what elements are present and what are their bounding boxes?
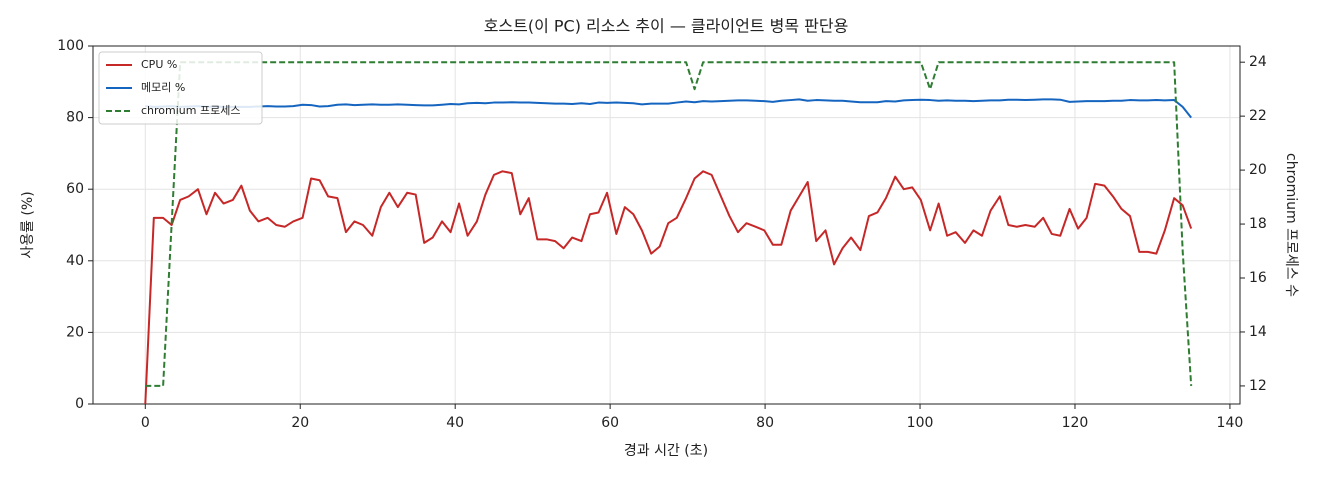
chart-title: 호스트(이 PC) 리소스 추이 — 클라이언트 병목 판단용 bbox=[484, 17, 849, 36]
x-tick-label: 140 bbox=[1217, 415, 1244, 431]
y2-axis-label: chromium 프로세스 수 bbox=[1283, 153, 1299, 297]
plot-frame bbox=[92, 45, 1241, 405]
legend-box bbox=[98, 51, 263, 125]
series-line bbox=[145, 61, 1193, 387]
x-tick-label: 80 bbox=[756, 415, 774, 431]
x-axis-label: 경과 시간 (초) bbox=[624, 443, 708, 459]
y2-tick-label: 12 bbox=[1249, 378, 1267, 394]
y-tick-label: 60 bbox=[66, 181, 84, 197]
y-tick-label: 0 bbox=[75, 396, 84, 412]
y2-tick-label: 14 bbox=[1249, 324, 1267, 340]
x-tick-label: 60 bbox=[601, 415, 619, 431]
x-tick-label: 120 bbox=[1062, 415, 1089, 431]
x-tick-label: 40 bbox=[446, 415, 464, 431]
x-tick-label: 0 bbox=[141, 415, 150, 431]
series-line bbox=[144, 170, 1193, 405]
y-tick-label: 20 bbox=[66, 324, 84, 340]
y2-tick-label: 16 bbox=[1249, 270, 1267, 286]
legend-label: CPU % bbox=[141, 58, 177, 71]
legend-label: chromium 프로세스 bbox=[141, 104, 240, 117]
y2-tick-label: 18 bbox=[1249, 216, 1267, 232]
x-tick-label: 100 bbox=[907, 415, 934, 431]
y-axis-label: 사용률 (%) bbox=[20, 191, 36, 258]
legend-label: 메모리 % bbox=[141, 81, 185, 94]
y-tick-label: 80 bbox=[66, 110, 84, 126]
y2-tick-label: 20 bbox=[1249, 162, 1267, 178]
y-tick-label: 100 bbox=[57, 38, 84, 54]
series-line bbox=[145, 98, 1192, 119]
x-tick-label: 20 bbox=[291, 415, 309, 431]
y2-tick-label: 22 bbox=[1249, 108, 1267, 124]
y-tick-label: 40 bbox=[66, 253, 84, 269]
y2-tick-label: 24 bbox=[1249, 54, 1267, 70]
